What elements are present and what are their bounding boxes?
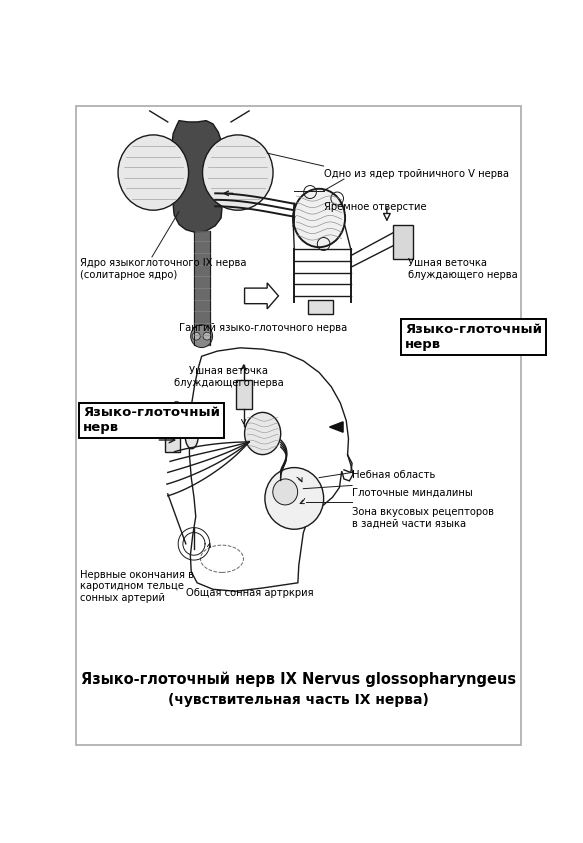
Text: Общая сонная артркрия: Общая сонная артркрия <box>186 588 314 598</box>
Text: Глоточные миндалины: Глоточные миндалины <box>352 487 473 497</box>
Text: Зона вкусовых рецепторов
в задней части языка: Зона вкусовых рецепторов в задней части … <box>352 507 494 529</box>
Ellipse shape <box>203 332 211 340</box>
Text: Языко-глоточный
нерв: Языко-глоточный нерв <box>83 406 220 434</box>
Text: Языко-глоточный нерв IX Nervus glossopharyngeus: Языко-глоточный нерв IX Nervus glossopha… <box>81 671 517 686</box>
Ellipse shape <box>157 412 163 417</box>
Ellipse shape <box>191 325 213 347</box>
Text: Одно из ядер тройничного V нерва: Одно из ядер тройничного V нерва <box>324 169 508 180</box>
Ellipse shape <box>265 468 324 529</box>
Text: (чувствительная часть IX нерва): (чувствительная часть IX нерва) <box>168 693 429 706</box>
FancyBboxPatch shape <box>393 225 413 259</box>
Text: Ядро языкоглоточного IX нерва
(солитарное ядро): Ядро языкоглоточного IX нерва (солитарно… <box>80 258 246 280</box>
Text: Ушная веточка
блуждающего нерва: Ушная веточка блуждающего нерва <box>408 258 518 280</box>
Ellipse shape <box>174 401 180 406</box>
Ellipse shape <box>180 403 185 408</box>
Polygon shape <box>245 283 279 309</box>
FancyBboxPatch shape <box>166 433 180 452</box>
Polygon shape <box>171 121 222 233</box>
Text: Ушная веточка
блуждающего нерва: Ушная веточка блуждающего нерва <box>174 366 284 388</box>
Ellipse shape <box>162 406 167 411</box>
Ellipse shape <box>192 332 201 340</box>
FancyBboxPatch shape <box>236 380 252 410</box>
Ellipse shape <box>293 189 345 247</box>
Text: Гангий языко-глоточного нерва: Гангий языко-глоточного нерва <box>179 323 347 333</box>
Ellipse shape <box>118 135 188 210</box>
FancyBboxPatch shape <box>308 300 333 314</box>
Text: Небная область: Небная область <box>352 470 436 480</box>
Ellipse shape <box>273 479 298 505</box>
Text: Языко-глоточный
нерв: Языко-глоточный нерв <box>405 323 542 352</box>
Text: Яремное отверстие: Яремное отверстие <box>324 201 426 212</box>
Polygon shape <box>329 422 343 432</box>
Ellipse shape <box>168 402 173 407</box>
Ellipse shape <box>185 420 198 448</box>
Text: Нервные окончания в
каротидном тельце
сонных артерий: Нервные окончания в каротидном тельце со… <box>80 570 194 603</box>
Ellipse shape <box>245 412 281 454</box>
Ellipse shape <box>202 135 273 210</box>
